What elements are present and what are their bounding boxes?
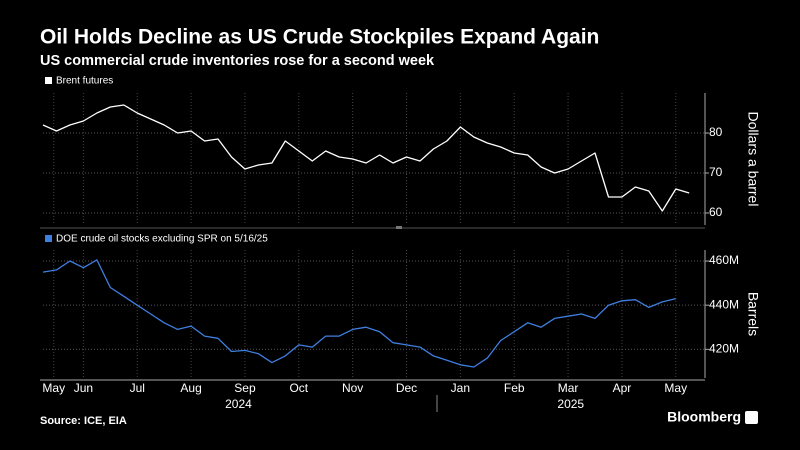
x-tick-label: Dec [396, 381, 417, 395]
brand-icon [745, 411, 758, 424]
legend-swatch [45, 235, 52, 242]
y-tick-label: 70 [709, 165, 723, 179]
x-year-label: 2025 [557, 397, 584, 411]
y-tick-label: 420M [709, 341, 739, 355]
x-tick-label: Oct [289, 381, 308, 395]
x-tick-label: Feb [504, 381, 525, 395]
x-tick-label: May [42, 381, 65, 395]
y-tick-label: 60 [709, 205, 723, 219]
legend-swatch [45, 77, 52, 84]
line-series [42, 104, 690, 212]
x-tick-label: Mar [558, 381, 579, 395]
x-year-label: 2024 [225, 397, 252, 411]
x-tick-label: Jul [130, 381, 145, 395]
x-tick-label: Sep [234, 381, 256, 395]
y-tick-label: 80 [709, 125, 723, 139]
chart-title: Oil Holds Decline as US Crude Stockpiles… [40, 26, 599, 49]
x-tick-label: Nov [342, 381, 363, 395]
x-tick-label: Jun [74, 381, 93, 395]
x-tick-label: Jan [451, 381, 470, 395]
y-tick-label: 460M [709, 253, 739, 267]
chart-subtitle: US commercial crude inventories rose for… [40, 53, 435, 69]
brand-logo: Bloomberg [667, 409, 741, 425]
source: Source: ICE, EIA [40, 415, 127, 427]
legend-label: DOE crude oil stocks excluding SPR on 5/… [56, 234, 268, 245]
y-axis-title: Barrels [745, 292, 761, 336]
line-series [42, 259, 676, 368]
x-tick-label: Apr [613, 381, 632, 395]
y-axis-title: Dollars a barrel [745, 112, 761, 207]
x-tick-label: May [664, 381, 687, 395]
x-tick-label: Aug [180, 381, 201, 395]
divider-handle [396, 226, 402, 229]
legend-label: Brent futures [56, 76, 113, 87]
y-tick-label: 440M [709, 297, 739, 311]
